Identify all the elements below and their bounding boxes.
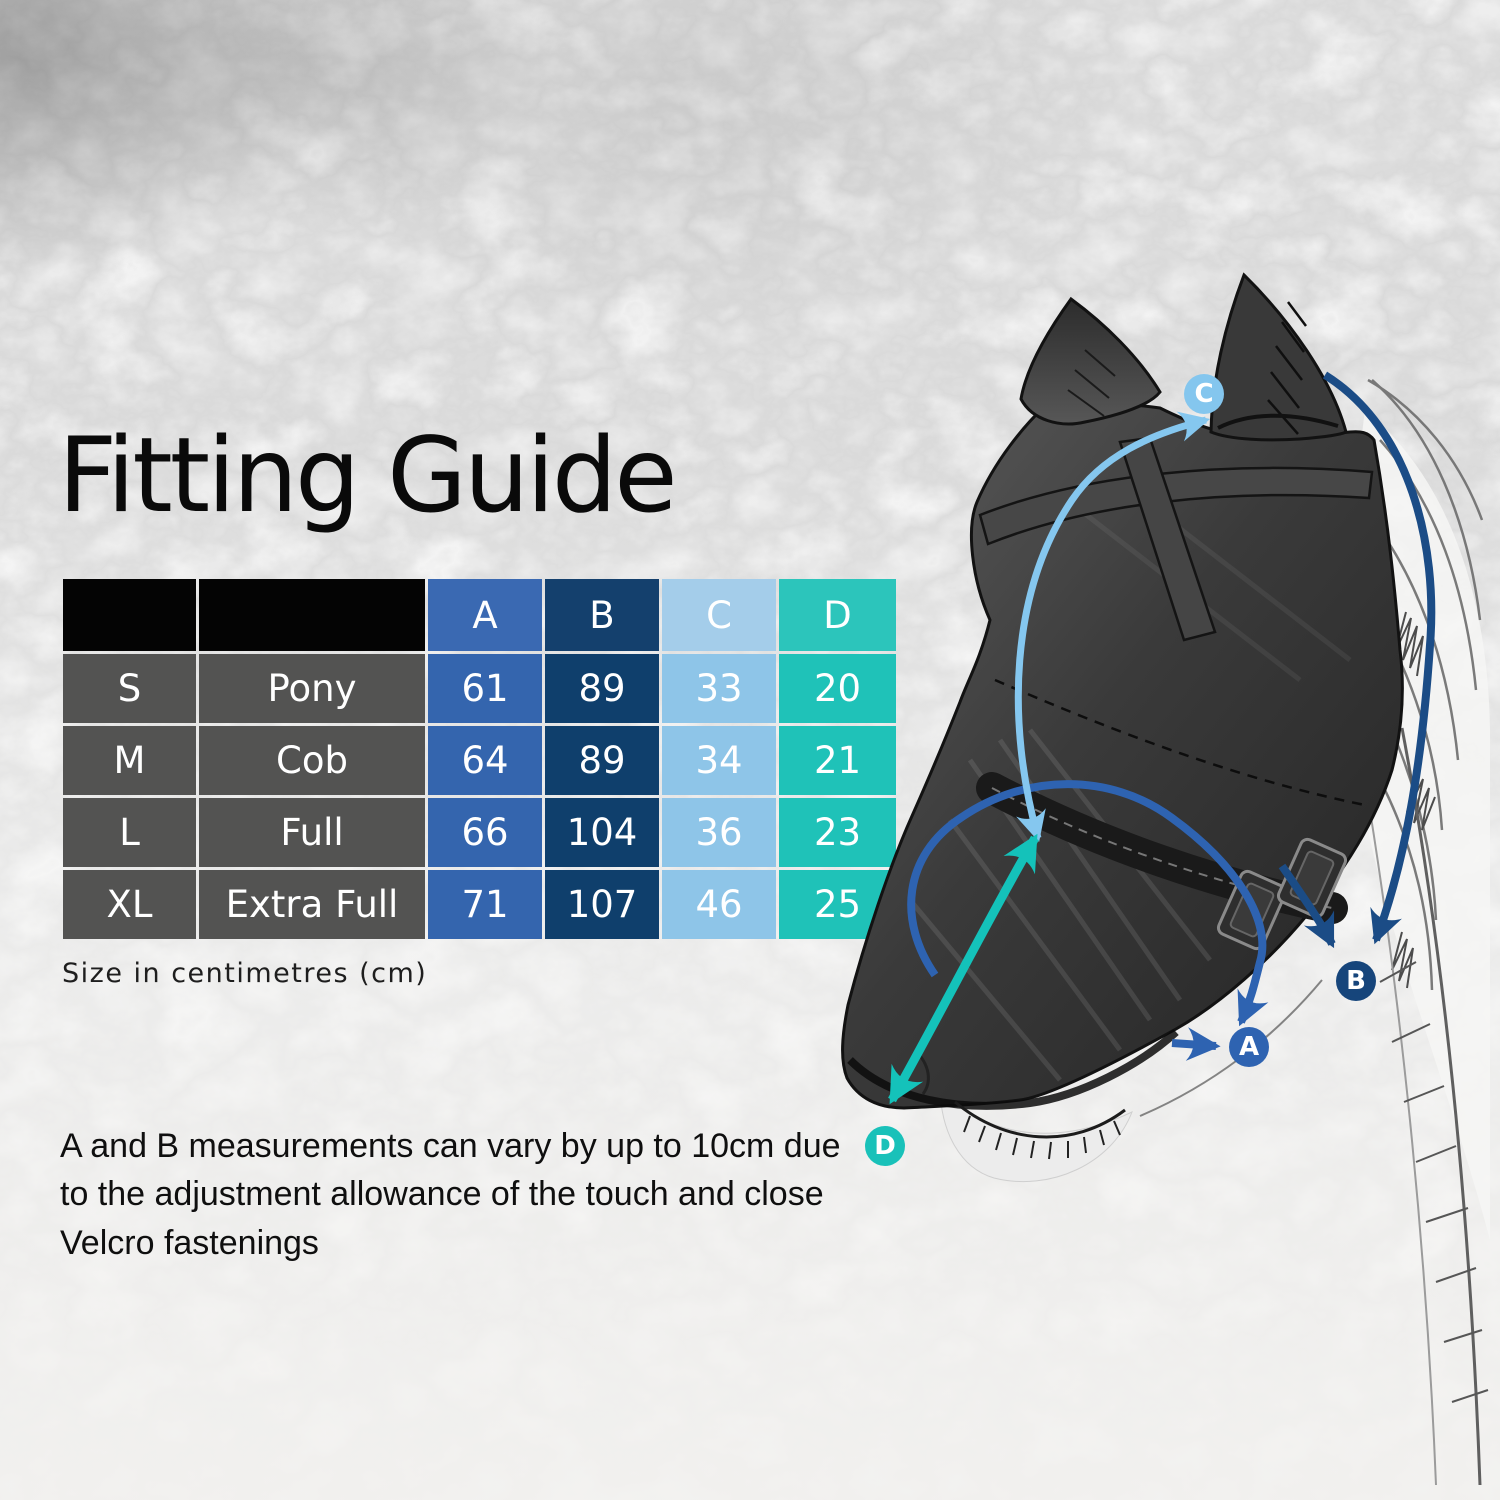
table-row-s: S Pony 61 89 33 20	[63, 654, 896, 723]
arrow-b-short	[1278, 863, 1336, 949]
arrow-a-pointer	[1171, 1027, 1221, 1061]
table-row-l: L Full 66 104 36 23	[63, 798, 896, 867]
measurement-b-cell: 89	[545, 726, 659, 795]
neck-line	[1400, 727, 1482, 1486]
mouth-hatching	[963, 1115, 1121, 1160]
measurement-b-cell: 107	[545, 870, 659, 939]
column-header-c: C	[662, 579, 776, 651]
measurement-d-cell: 21	[779, 726, 896, 795]
measurement-badge-d: D	[865, 1126, 905, 1166]
size-cell: M	[63, 726, 196, 795]
measurement-a-cell: 64	[428, 726, 542, 795]
column-header-b: B	[545, 579, 659, 651]
measurement-c-cell: 34	[662, 726, 776, 795]
muzzle-chin	[939, 1086, 1133, 1182]
neck-line-2	[1364, 779, 1437, 1486]
header-blank-fit	[199, 579, 425, 651]
mouth-line	[954, 1100, 1126, 1139]
velcro-tab-2	[1276, 837, 1348, 919]
horse-fly-mask-illustration	[841, 272, 1490, 1486]
size-table: A B C D S Pony 61 89 33 20 M Cob 64 89 3…	[60, 576, 899, 942]
measurement-c-cell: 36	[662, 798, 776, 867]
table-row-m: M Cob 64 89 34 21	[63, 726, 896, 795]
size-cell: L	[63, 798, 196, 867]
measurement-c-cell: 46	[662, 870, 776, 939]
size-cell: XL	[63, 870, 196, 939]
column-header-d: D	[779, 579, 896, 651]
column-header-a: A	[428, 579, 542, 651]
measurement-a-cell: 61	[428, 654, 542, 723]
measurement-d-cell: 23	[779, 798, 896, 867]
page-title: Fitting Guide	[58, 416, 678, 536]
fit-cell: Extra Full	[199, 870, 425, 939]
measurement-d-cell: 20	[779, 654, 896, 723]
horse-head-mask	[841, 402, 1404, 1110]
table-row-xl: XL Extra Full 71 107 46 25	[63, 870, 896, 939]
adjustment-note: A and B measurements can vary by up to 1…	[60, 1127, 841, 1262]
arrow-b-long	[1322, 371, 1436, 945]
size-unit-note: Size in centimetres (cm)	[62, 958, 428, 989]
arrow-d	[888, 833, 1039, 1105]
header-blank-size	[63, 579, 196, 651]
measurement-badge-c: C	[1184, 374, 1224, 414]
measurement-a-cell: 71	[428, 870, 542, 939]
ear-rim	[1217, 413, 1339, 430]
measurement-a-cell: 66	[428, 798, 542, 867]
fit-cell: Full	[199, 798, 425, 867]
size-table-header-row: A B C D	[63, 579, 896, 651]
fit-cell: Cob	[199, 726, 425, 795]
measurement-b-cell: 89	[545, 654, 659, 723]
measurement-badge-a: A	[1229, 1027, 1269, 1067]
neck-hatching	[1379, 961, 1489, 1403]
right-ear	[1209, 272, 1348, 442]
measurement-b-cell: 104	[545, 798, 659, 867]
fit-cell: Pony	[199, 654, 425, 723]
measurement-badge-b: B	[1336, 961, 1376, 1001]
measurement-c-cell: 33	[662, 654, 776, 723]
arrow-c	[1014, 411, 1211, 843]
size-cell: S	[63, 654, 196, 723]
